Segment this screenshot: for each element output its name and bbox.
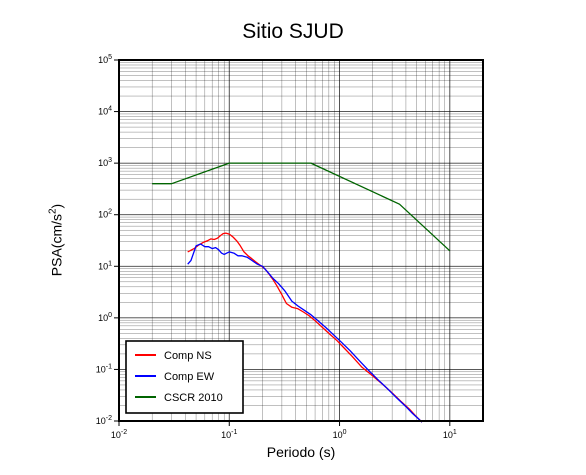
y-tick-label: 10-2 [96, 415, 112, 426]
legend-label-2: CSCR 2010 [164, 392, 223, 404]
x-tick-label: 100 [333, 429, 347, 440]
x-tick-label: 10-1 [221, 429, 237, 440]
y-tick-label: 101 [98, 260, 112, 271]
y-axis-label-end: ) [48, 203, 65, 209]
series-line-1 [187, 243, 423, 423]
legend-label-1: Comp EW [164, 371, 215, 383]
y-axis-label-base: PSA(cm/s [48, 214, 65, 277]
y-tick-label: 103 [98, 157, 112, 168]
y-tick-label: 105 [98, 54, 112, 65]
y-tick-label: 104 [98, 106, 112, 117]
y-axis-label-sup: 2 [47, 208, 59, 214]
x-tick-label: 101 [443, 429, 457, 440]
legend-label-0: Comp NS [164, 350, 212, 362]
x-axis-label: Periodo (s) [266, 444, 336, 460]
series-line-2 [152, 162, 451, 252]
y-tick-label: 100 [98, 312, 112, 323]
y-axis-label: PSA(cm/s2) [48, 204, 65, 276]
series-group [152, 162, 451, 423]
x-tick-label: 10-2 [111, 429, 127, 440]
tick-labels: 10-2 10-1 100 101 10-2 10-1 100 101 102 103 104 105 [96, 54, 457, 440]
plot-frame [118, 59, 484, 422]
chart-title: Sitio SJUD [242, 20, 344, 43]
y-tick-label: 102 [98, 209, 112, 220]
legend: Comp NS Comp EW CSCR 2010 [125, 340, 244, 414]
y-tick-label: 10-1 [96, 363, 112, 374]
